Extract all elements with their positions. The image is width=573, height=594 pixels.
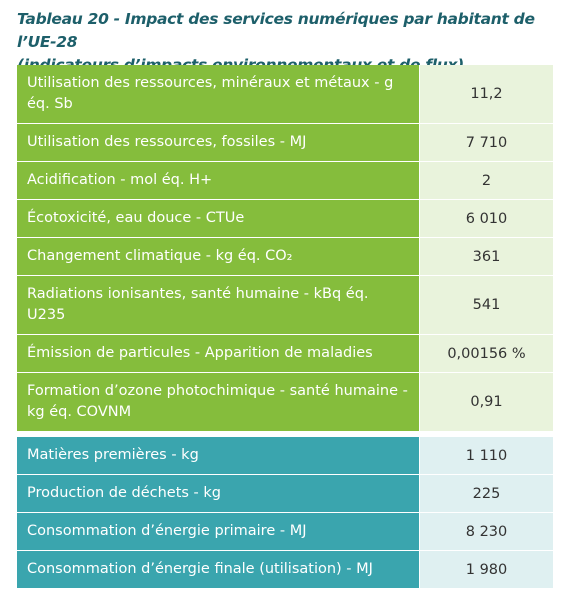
row-value: 225	[420, 475, 553, 512]
row-value: 7 710	[420, 124, 553, 161]
row-value: 541	[420, 276, 553, 334]
table: Utilisation des ressources, minéraux et …	[17, 65, 553, 594]
table-row: Utilisation des ressources, fossiles - M…	[17, 124, 553, 162]
table-row: Radiations ionisantes, santé humaine - k…	[17, 276, 553, 335]
row-label: Changement climatique - kg éq. CO₂	[17, 238, 420, 275]
row-value: 361	[420, 238, 553, 275]
row-value: 0,00156 %	[420, 335, 553, 372]
row-label: Consommation d’énergie primaire - MJ	[17, 513, 420, 550]
row-label: Consommation d’énergie finale (utilisati…	[17, 551, 420, 588]
row-value: 1 110	[420, 437, 553, 474]
table-row: Consommation d’énergie finale (utilisati…	[17, 551, 553, 589]
table-row: Matières premières - kg 1 110	[17, 437, 553, 475]
table-row: Formation d’ozone photochimique - santé …	[17, 373, 553, 432]
row-label: Utilisation des ressources, fossiles - M…	[17, 124, 420, 161]
row-label: Acidification - mol éq. H+	[17, 162, 420, 199]
row-label: Utilisation des ressources, minéraux et …	[17, 65, 420, 123]
row-label: Écotoxicité, eau douce - CTUe	[17, 200, 420, 237]
table-row: Émission de particules - Apparition de m…	[17, 335, 553, 373]
row-value: 6 010	[420, 200, 553, 237]
table-row: Consommation d’énergie primaire - MJ 8 23…	[17, 513, 553, 551]
table-section: Matières premières - kg 1 110 Production d…	[17, 437, 553, 589]
table-title: Tableau 20 - Impact des services numériq…	[17, 10, 535, 51]
table-row: Utilisation des ressources, minéraux et …	[17, 65, 553, 124]
row-label: Formation d’ozone photochimique - santé …	[17, 373, 420, 431]
row-value: 11,2	[420, 65, 553, 123]
table-row: Acidification - mol éq. H+ 2	[17, 162, 553, 200]
table-row: Production de déchets - kg 225	[17, 475, 553, 513]
row-label: Production de déchets - kg	[17, 475, 420, 512]
row-label: Émission de particules - Apparition de m…	[17, 335, 420, 372]
row-value: 2	[420, 162, 553, 199]
table-row: Écotoxicité, eau douce - CTUe 6 010	[17, 200, 553, 238]
row-value: 0,91	[420, 373, 553, 431]
row-value: 1 980	[420, 551, 553, 588]
table-row: Changement climatique - kg éq. CO₂ 361	[17, 238, 553, 276]
page: Tableau 20 - Impact des services numériq…	[17, 10, 553, 588]
row-label: Matières premières - kg	[17, 437, 420, 474]
table-section: Utilisation des ressources, minéraux et …	[17, 65, 553, 432]
row-label: Radiations ionisantes, santé humaine - k…	[17, 276, 420, 334]
row-value: 8 230	[420, 513, 553, 550]
